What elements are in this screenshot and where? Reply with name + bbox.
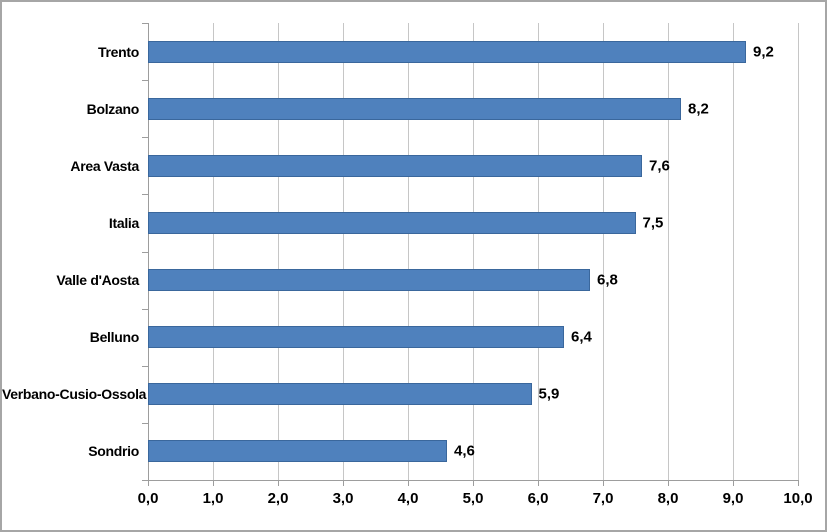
category-label-valle-d-aosta: Valle d'Aosta xyxy=(56,272,139,289)
x-axis-tick-4 xyxy=(408,481,409,486)
gridline-4 xyxy=(408,23,409,480)
x-axis-tick-6 xyxy=(538,481,539,486)
value-label-valle-d-aosta: 6,8 xyxy=(597,271,618,289)
value-label-area-vasta: 7,6 xyxy=(649,157,670,175)
category-label-bolzano: Bolzano xyxy=(86,100,140,117)
x-tick-label-9: 9,0 xyxy=(722,490,744,507)
category-axis-tick-6 xyxy=(142,365,148,367)
bar-bolzano xyxy=(148,97,681,120)
x-tick-label-3: 3,0 xyxy=(332,490,354,507)
value-label-verbano-cusio-ossola: 5,9 xyxy=(538,385,560,403)
x-tick-label-6: 6,0 xyxy=(527,490,549,507)
x-tick-label-5: 5,0 xyxy=(462,490,484,507)
category-axis-tick-7 xyxy=(142,422,148,424)
bar-belluno xyxy=(148,326,564,349)
x-axis-tick-7 xyxy=(603,481,604,486)
category-label-verbano-cusio-ossola: Verbano-Cusio-Ossola xyxy=(2,386,147,403)
category-axis-tick-4 xyxy=(142,251,148,253)
bar-trento xyxy=(148,40,746,63)
category-axis-tick-0 xyxy=(142,23,148,24)
category-axis-tick-5 xyxy=(142,308,148,310)
x-tick-label-8: 8,0 xyxy=(657,490,679,507)
category-axis-tick-3 xyxy=(142,194,148,196)
category-axis-tick-2 xyxy=(142,137,148,139)
gridline-6 xyxy=(538,23,539,480)
bar-verbano-cusio-ossola xyxy=(148,383,532,406)
x-tick-label-7: 7,0 xyxy=(592,490,614,507)
bar-italia xyxy=(148,211,636,234)
category-axis-tick-8 xyxy=(142,480,148,481)
value-label-belluno: 6,4 xyxy=(571,328,592,346)
x-axis-tick-8 xyxy=(668,481,669,486)
value-label-bolzano: 8,2 xyxy=(688,100,709,118)
bar-valle-d-aosta xyxy=(148,269,590,292)
x-axis-line xyxy=(148,480,799,481)
category-label-italia: Italia xyxy=(108,214,139,231)
bar-area-vasta xyxy=(148,154,642,177)
category-label-sondrio: Sondrio xyxy=(88,443,139,460)
gridline-8 xyxy=(668,23,669,480)
gridline-2 xyxy=(278,23,279,480)
x-tick-label-1: 1,0 xyxy=(202,490,224,507)
value-label-sondrio: 4,6 xyxy=(454,442,475,460)
x-tick-label-4: 4,0 xyxy=(397,490,419,507)
category-label-area-vasta: Area Vasta xyxy=(70,157,139,174)
x-tick-label-2: 2,0 xyxy=(267,490,289,507)
x-axis-tick-10 xyxy=(798,481,799,486)
gridline-9 xyxy=(733,23,734,480)
bar-sondrio xyxy=(148,440,447,463)
x-axis-tick-2 xyxy=(278,481,279,486)
gridline-3 xyxy=(343,23,344,480)
x-axis-tick-5 xyxy=(473,481,474,486)
gridline-1 xyxy=(213,23,214,480)
x-axis-tick-9 xyxy=(733,481,734,486)
gridline-7 xyxy=(603,23,604,480)
x-tick-label-0: 0,0 xyxy=(137,490,159,507)
category-label-trento: Trento xyxy=(98,43,139,60)
gridline-10 xyxy=(798,23,799,480)
x-tick-label-10: 10,0 xyxy=(783,490,813,507)
gridline-5 xyxy=(473,23,474,480)
x-axis-tick-3 xyxy=(343,481,344,486)
x-axis-tick-0 xyxy=(148,481,149,486)
category-axis-tick-1 xyxy=(142,80,148,82)
category-label-belluno: Belluno xyxy=(89,329,140,346)
category-axis-line xyxy=(148,23,149,480)
x-axis-tick-1 xyxy=(213,481,214,486)
value-label-trento: 9,2 xyxy=(753,43,774,61)
value-label-italia: 7,5 xyxy=(642,214,664,232)
